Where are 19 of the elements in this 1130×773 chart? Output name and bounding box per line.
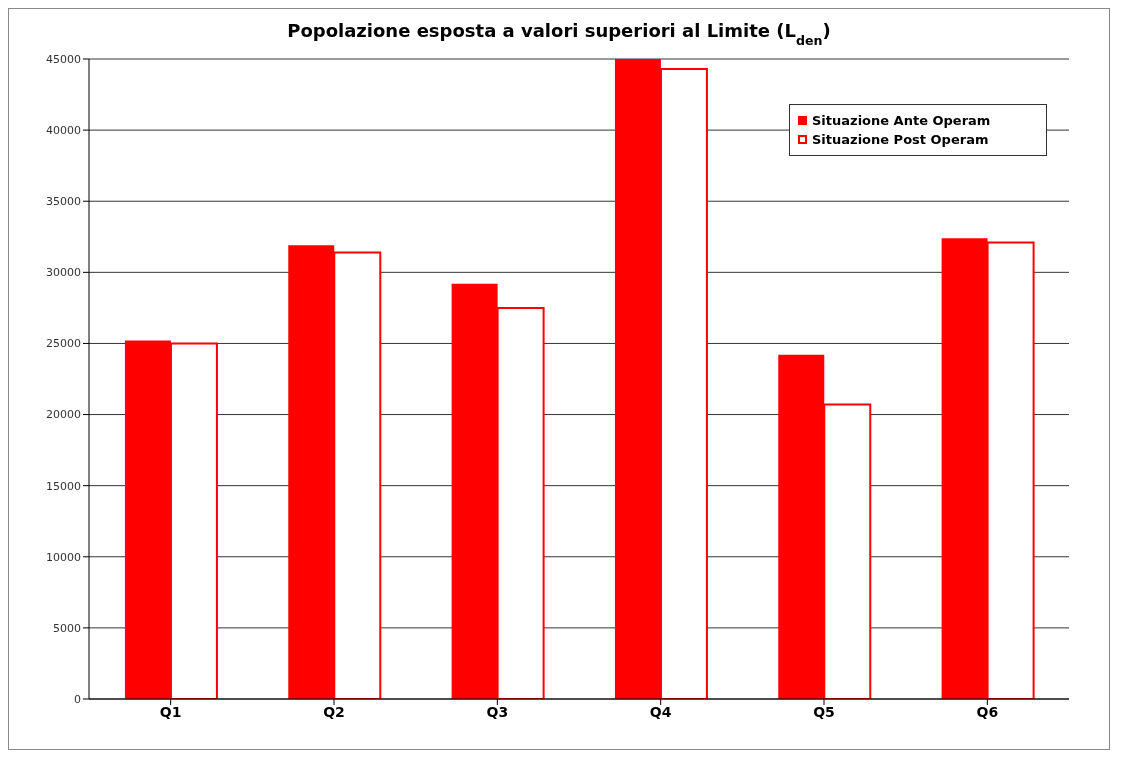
legend-label: Situazione Ante Operam <box>812 113 991 128</box>
x-tick-label: Q4 <box>649 703 672 720</box>
x-tick-label: Q6 <box>976 703 999 720</box>
x-tick-label: Q2 <box>323 703 345 720</box>
y-tick-label: 20000 <box>46 408 81 422</box>
y-tick-label: 25000 <box>46 337 81 351</box>
x-tick-label: Q5 <box>813 703 835 720</box>
y-tick-label: 5000 <box>53 621 81 635</box>
chart-title: Popolazione esposta a valori superiori al Limite (L$_{den}$) <box>287 20 831 48</box>
y-tick-label: 45000 <box>46 52 81 66</box>
x-tick-label: Q3 <box>486 703 509 720</box>
x-tick-label: Q1 <box>159 703 182 720</box>
y-tick-label: 30000 <box>46 266 81 280</box>
y-tick-label: 15000 <box>46 479 81 493</box>
y-tick-label: 40000 <box>46 124 81 138</box>
y-tick-label: 10000 <box>46 550 81 564</box>
legend-label: Situazione Post Operam <box>812 132 989 147</box>
y-tick-label: 0 <box>74 692 81 706</box>
y-tick-label: 35000 <box>46 195 81 209</box>
